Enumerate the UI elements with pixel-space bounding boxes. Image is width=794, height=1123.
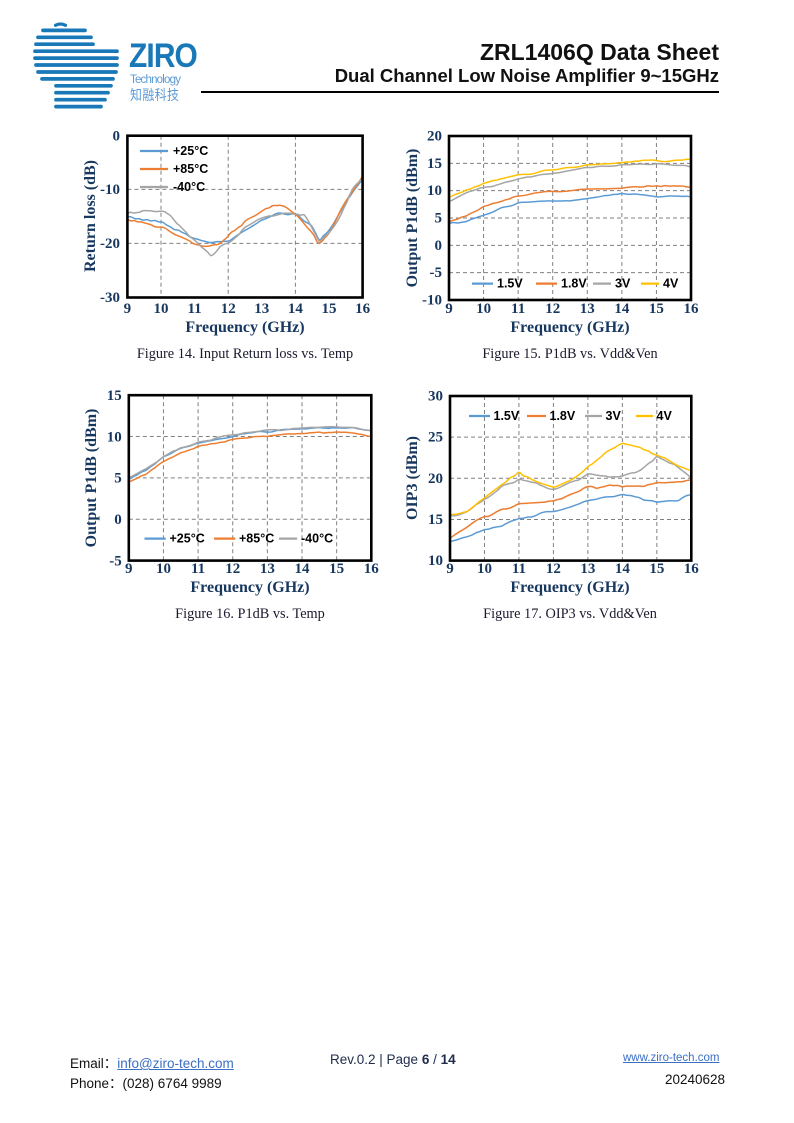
- svg-text:Figure 17. OIP3 vs. Vdd&Ven: Figure 17. OIP3 vs. Vdd&Ven: [483, 606, 657, 622]
- svg-text:10: 10: [428, 553, 443, 569]
- svg-text:30: 30: [428, 389, 443, 405]
- svg-text:9: 9: [446, 561, 454, 577]
- svg-text:1.5V: 1.5V: [494, 409, 520, 423]
- svg-text:20: 20: [428, 471, 443, 487]
- svg-text:10: 10: [477, 561, 492, 577]
- svg-text:Frequency (GHz): Frequency (GHz): [510, 579, 629, 596]
- svg-text:11: 11: [512, 561, 526, 577]
- svg-text:OIP3 (dBm): OIP3 (dBm): [404, 436, 421, 520]
- svg-text:3V: 3V: [606, 409, 622, 423]
- svg-text:4V: 4V: [657, 409, 673, 423]
- svg-text:16: 16: [684, 561, 700, 577]
- svg-text:15: 15: [649, 561, 664, 577]
- svg-text:12: 12: [546, 561, 561, 577]
- svg-text:14: 14: [615, 561, 631, 577]
- svg-text:1.8V: 1.8V: [550, 409, 576, 423]
- svg-text:13: 13: [580, 561, 595, 577]
- svg-text:25: 25: [428, 430, 443, 446]
- svg-text:15: 15: [428, 512, 443, 528]
